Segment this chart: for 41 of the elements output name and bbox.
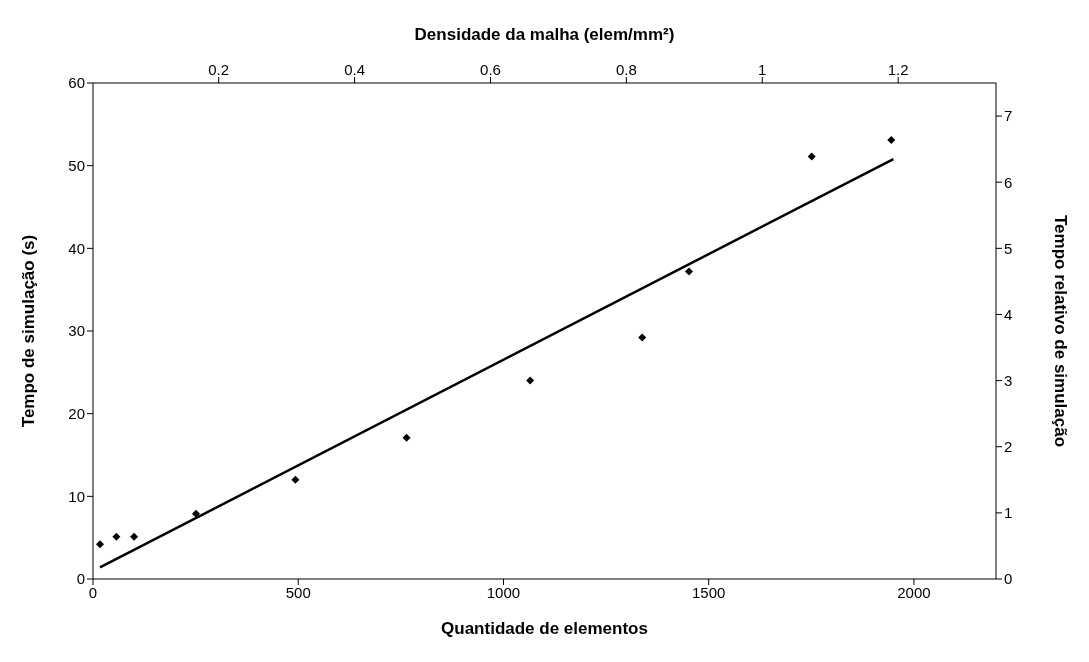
point [887,136,896,145]
y2-axis-title: Tempo relativo de simulação [1050,214,1070,448]
x2-tick-label: 1.2 [887,61,909,78]
x2-tick-label: 0.2 [208,61,230,78]
y2-tick-label: 0 [1004,570,1013,588]
point [402,433,411,442]
y-tick-label: 10 [68,487,85,505]
y-tick-label: 20 [68,404,85,422]
y2-tick-label: 2 [1004,438,1013,456]
point [638,333,647,342]
x2-tick-label: 0.6 [480,61,501,78]
x2-tick-label: 1 [758,61,767,78]
point [291,475,300,484]
y2-tick-label: 6 [1004,173,1013,191]
point [526,376,535,385]
x-tick-label: 1500 [691,583,726,601]
y2-tick-label: 7 [1004,107,1013,125]
x-axis-title: Quantidade de elementos [441,619,648,638]
point [112,532,121,541]
point [684,267,693,276]
x2-axis-title: Densidade da malha (elem/mm²) [414,25,675,45]
y2-tick-label: 1 [1004,504,1013,522]
y-axis-title: Tempo de simulação (s) [19,234,39,428]
y-tick-label: 40 [68,239,85,257]
y2-tick-label: 5 [1004,239,1013,257]
y-tick-label: 50 [68,156,85,174]
y2-tick-label: 4 [1004,305,1013,323]
point [807,152,816,161]
x-tick-label: 0 [88,583,98,601]
point [95,540,104,549]
y-tick-label: 60 [68,74,85,92]
point [130,532,139,541]
x2-tick-label: 0.8 [615,61,637,78]
x-tick-label: 1000 [486,583,521,601]
x-tick-label: 2000 [897,583,931,601]
y-tick-label: 0 [76,570,85,588]
x-tick-label: 500 [285,583,311,601]
y-tick-label: 30 [68,322,85,340]
y2-tick-label: 3 [1004,371,1013,389]
point [192,509,201,518]
x2-tick-label: 0.4 [344,61,366,78]
